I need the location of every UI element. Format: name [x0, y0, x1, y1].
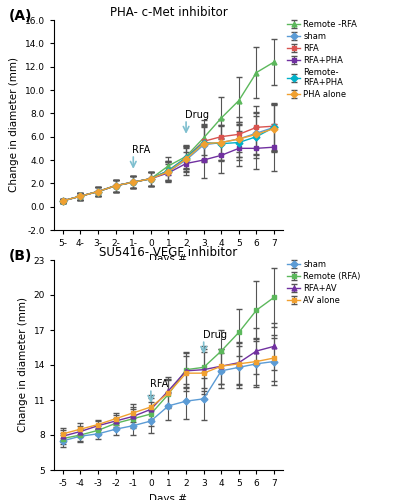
- Title: PHA- c-Met inhibitor: PHA- c-Met inhibitor: [109, 6, 228, 19]
- X-axis label: Days #: Days #: [149, 254, 188, 264]
- Title: SU5416- VEGF inhibitor: SU5416- VEGF inhibitor: [99, 246, 238, 259]
- Y-axis label: Change in diameter (mm): Change in diameter (mm): [10, 58, 20, 192]
- Text: (B): (B): [8, 250, 32, 264]
- Text: Drug: Drug: [185, 110, 209, 120]
- Y-axis label: Change in diameter (mm): Change in diameter (mm): [18, 298, 28, 432]
- X-axis label: Days #: Days #: [149, 494, 188, 500]
- Text: RFA: RFA: [132, 145, 151, 155]
- Legend: sham, Remote (RFA), RFA+AV, AV alone: sham, Remote (RFA), RFA+AV, AV alone: [287, 260, 361, 304]
- Text: RFA: RFA: [150, 379, 168, 389]
- Text: (A): (A): [8, 10, 32, 24]
- Legend: Remote -RFA, sham, RFA, RFA+PHA, Remote-
RFA+PHA, PHA alone: Remote -RFA, sham, RFA, RFA+PHA, Remote-…: [287, 20, 357, 99]
- Text: Drug: Drug: [203, 330, 227, 340]
